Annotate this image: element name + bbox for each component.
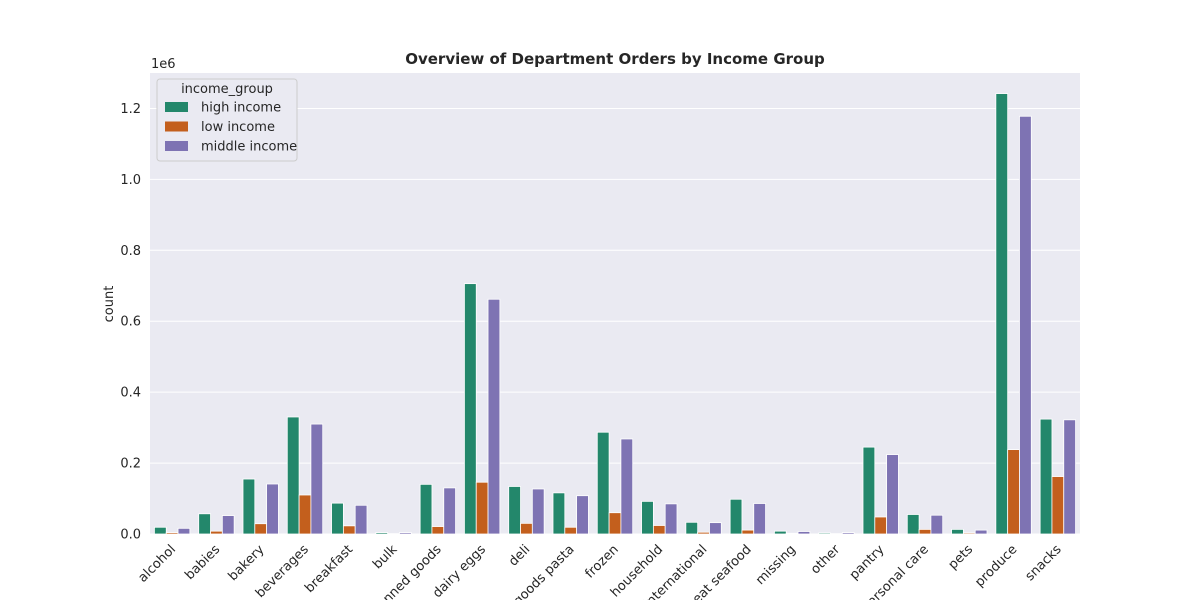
bar-middle-income-dairy-eggs: [488, 299, 500, 534]
bar-high-income-deli: [509, 486, 521, 534]
bar-high-income-household: [642, 501, 654, 534]
bar-high-income-babies: [199, 514, 211, 534]
bar-middle-income-pantry: [887, 455, 899, 534]
bar-high-income-frozen: [597, 432, 609, 534]
bar-low-income-meat-seafood: [742, 530, 754, 534]
bar-low-income-missing: [786, 533, 798, 534]
bar-low-income-pets: [963, 533, 975, 534]
bar-middle-income-snacks: [1064, 420, 1076, 534]
y-tick-label: 0.0: [120, 528, 141, 543]
bar-low-income-deli: [521, 523, 533, 534]
bar-middle-income-breakfast: [355, 505, 367, 534]
bar-high-income-other: [819, 533, 831, 534]
bar-middle-income-deli: [532, 489, 544, 534]
bar-low-income-dairy-eggs: [476, 482, 488, 534]
bar-low-income-bakery: [255, 524, 267, 534]
legend-swatch: [165, 102, 188, 112]
bar-middle-income-household: [665, 504, 677, 534]
bar-middle-income-international: [709, 523, 721, 534]
x-tick-label: snacks: [1023, 542, 1065, 584]
legend-swatch: [165, 122, 188, 132]
y-tick-label: 0.8: [120, 244, 141, 259]
bar-middle-income-dry-goods-pasta: [577, 496, 589, 534]
bar-low-income-snacks: [1052, 477, 1064, 534]
y-tick-label: 1.0: [120, 173, 141, 188]
bar-middle-income-frozen: [621, 439, 633, 534]
x-tick-label: bakery: [226, 542, 268, 584]
bar-middle-income-bakery: [267, 484, 279, 534]
y-tick-label: 0.4: [120, 386, 141, 401]
bar-high-income-meat-seafood: [730, 499, 742, 534]
y-tick-label: 1.2: [120, 102, 141, 117]
bar-high-income-produce: [996, 94, 1008, 534]
bar-middle-income-bulk: [399, 533, 411, 534]
bar-high-income-snacks: [1040, 419, 1052, 534]
bar-high-income-pantry: [863, 447, 875, 534]
x-tick-label: other: [808, 542, 844, 578]
bar-middle-income-alcohol: [178, 528, 190, 534]
bar-middle-income-produce: [1019, 116, 1031, 534]
bar-low-income-canned-goods: [432, 527, 444, 534]
bar-high-income-pets: [952, 529, 964, 534]
bar-middle-income-babies: [222, 516, 234, 534]
bar-middle-income-pets: [975, 530, 987, 534]
bar-low-income-produce: [1008, 450, 1020, 534]
legend: income_group high income low income middle…: [157, 79, 297, 161]
bar-low-income-dry-goods-pasta: [565, 527, 577, 534]
bar-low-income-international: [698, 532, 710, 534]
chart-title: Overview of Department Orders by Income …: [405, 50, 825, 68]
bar-high-income-alcohol: [154, 527, 166, 534]
x-tick-label: alcohol: [135, 542, 178, 585]
bar-high-income-dry-goods-pasta: [553, 493, 565, 534]
bar-middle-income-personal-care: [931, 515, 943, 534]
x-tick-label: bulk: [370, 542, 400, 572]
bar-high-income-bulk: [376, 533, 388, 534]
bar-high-income-international: [686, 522, 698, 534]
bar-high-income-bakery: [243, 479, 255, 534]
bar-middle-income-other: [842, 533, 854, 534]
bar-low-income-breakfast: [343, 526, 355, 534]
x-tick-label: missing: [753, 542, 799, 588]
x-tick-label: dry goods pasta: [493, 542, 578, 600]
x-tick-label: babies: [182, 542, 223, 583]
bar-low-income-frozen: [609, 513, 621, 534]
x-tick-label: pets: [946, 542, 977, 573]
bar-middle-income-missing: [798, 532, 810, 534]
bar-high-income-missing: [774, 531, 786, 534]
bar-middle-income-beverages: [311, 424, 323, 534]
y-tick-label: 0.6: [120, 315, 141, 330]
x-tick-label: frozen: [582, 542, 621, 581]
x-tick-label: deli: [506, 542, 533, 569]
bar-middle-income-canned-goods: [444, 488, 456, 534]
legend-label: low income: [201, 120, 275, 135]
bar-low-income-pantry: [875, 517, 887, 534]
bar-high-income-beverages: [287, 417, 299, 534]
y-tick-label: 0.2: [120, 457, 141, 472]
bar-high-income-breakfast: [332, 503, 344, 534]
bar-low-income-beverages: [299, 495, 311, 534]
y-axis-label: count: [102, 286, 117, 323]
bar-low-income-babies: [211, 531, 223, 534]
legend-swatch: [165, 141, 188, 151]
legend-label: high income: [201, 101, 281, 116]
x-tick-label: produce: [972, 542, 1020, 590]
bar-low-income-personal-care: [919, 529, 931, 534]
bar-low-income-alcohol: [166, 533, 178, 534]
bar-low-income-household: [653, 525, 665, 534]
y-tick-labels: 0.0 0.2 0.4 0.6 0.8 1.0 1.2: [120, 102, 141, 543]
x-tick-label: pantry: [847, 542, 888, 583]
legend-title: income_group: [181, 82, 273, 97]
bar-high-income-canned-goods: [420, 484, 432, 534]
legend-label: middle income: [201, 140, 297, 155]
y-offset-label: 1e6: [151, 57, 176, 72]
x-tick-label: breakfast: [302, 542, 356, 596]
bar-middle-income-meat-seafood: [754, 504, 766, 534]
bar-high-income-dairy-eggs: [464, 284, 476, 534]
bar-high-income-personal-care: [907, 514, 919, 534]
